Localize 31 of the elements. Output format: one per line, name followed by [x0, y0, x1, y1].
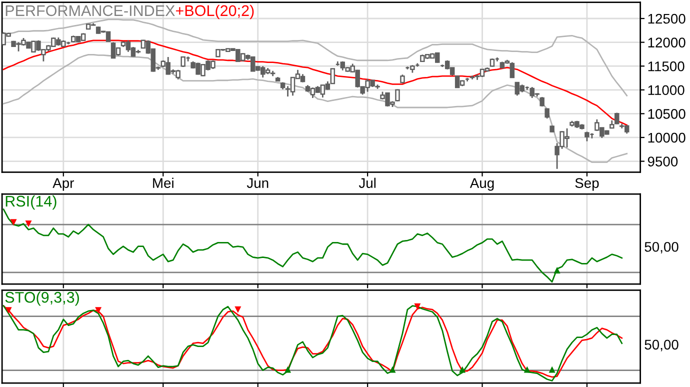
- x-tick-label: Aug: [470, 178, 494, 191]
- line-series: [2, 54, 628, 163]
- point: [414, 303, 421, 310]
- y-tick-label: 9500: [648, 156, 678, 166]
- text: 50,00: [644, 242, 678, 254]
- point: [389, 366, 396, 373]
- point: [459, 366, 466, 373]
- x-tick-label: Mei: [153, 178, 174, 188]
- candlestick: [540, 96, 544, 108]
- y-tick-label: 10500: [648, 109, 686, 119]
- x-tick-label: Sep: [575, 178, 599, 191]
- point: [5, 307, 12, 314]
- point: [284, 366, 292, 373]
- y-tick-label: 10000: [648, 132, 686, 143]
- point: [524, 366, 530, 373]
- y-tick-label: 11000: [648, 85, 684, 96]
- x-tick-label: Jul: [358, 178, 376, 188]
- series-label: RSI(14): [6, 195, 56, 210]
- y-tick-label: 12500: [648, 14, 686, 24]
- point: [234, 306, 242, 313]
- x-tick-label: Jun: [246, 178, 268, 188]
- x-tick-label: Apr: [52, 178, 74, 191]
- y-tick-label: 12000: [648, 38, 686, 48]
- point: [95, 307, 102, 314]
- y-tick-label: 11500: [648, 61, 684, 72]
- series-label: +BOL(20;2): [176, 4, 254, 20]
- line-series: [2, 40, 628, 126]
- point: [548, 366, 556, 373]
- text: 50,00: [644, 340, 678, 352]
- chart-title: PERFORMANCE-INDEX: [6, 5, 175, 16]
- series-label: STO(9,3,3): [5, 292, 79, 306]
